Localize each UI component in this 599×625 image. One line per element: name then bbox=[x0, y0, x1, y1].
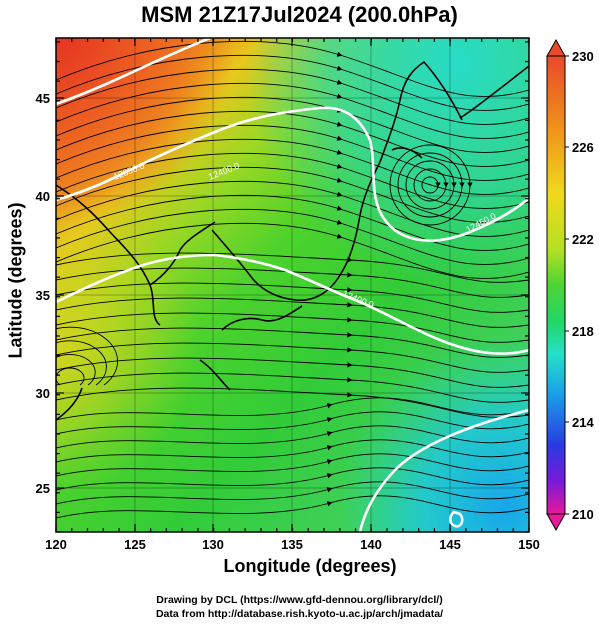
x-tick-label: 130 bbox=[202, 537, 224, 552]
streamline bbox=[56, 68, 529, 125]
colorbar-tick-label: 214 bbox=[572, 415, 594, 430]
streamline bbox=[56, 397, 529, 421]
colorbar-tick-label: 210 bbox=[572, 507, 594, 522]
streamline bbox=[56, 411, 529, 435]
y-tick-labels: 25 30 35 40 45 bbox=[36, 91, 50, 496]
x-tick-label: 120 bbox=[45, 537, 67, 552]
axis-ticks bbox=[55, 38, 530, 533]
streamline bbox=[56, 340, 107, 386]
streamline bbox=[56, 54, 529, 111]
streamline bbox=[56, 252, 529, 283]
streamline bbox=[56, 82, 529, 139]
contour-lines bbox=[56, 38, 529, 532]
x-tick-label: 135 bbox=[281, 537, 303, 552]
streamline bbox=[56, 357, 529, 388]
y-tick-label: 25 bbox=[36, 481, 50, 496]
streamline bbox=[56, 297, 529, 328]
streamline bbox=[56, 138, 529, 195]
streamline bbox=[56, 194, 529, 251]
streamline bbox=[56, 467, 529, 491]
streamline bbox=[56, 222, 529, 279]
y-axis-label: Latitude (degrees) bbox=[5, 202, 26, 359]
colorbar-tick-label: 230 bbox=[572, 49, 594, 64]
streamline bbox=[56, 312, 529, 343]
streamline bbox=[56, 342, 529, 373]
streamline bbox=[56, 124, 529, 181]
streamline bbox=[56, 439, 529, 463]
map-title: MSM 21Z17Jul2024 (200.0hPa) bbox=[141, 2, 458, 27]
streamline bbox=[413, 168, 449, 202]
x-tick-label: 150 bbox=[518, 537, 540, 552]
streamline bbox=[397, 152, 465, 218]
credits: Drawing by DCL (https://www.gfd-dennou.o… bbox=[0, 593, 599, 621]
streamline bbox=[56, 326, 118, 386]
streamline bbox=[56, 354, 96, 386]
streamline bbox=[56, 208, 529, 265]
y-tick-label: 35 bbox=[36, 288, 50, 303]
streamline bbox=[56, 453, 529, 477]
streamline bbox=[56, 372, 529, 403]
streamline bbox=[421, 176, 441, 194]
credit-drawing: Drawing by DCL (https://www.gfd-dennou.o… bbox=[156, 594, 443, 606]
streamline bbox=[56, 166, 529, 223]
x-tick-label: 125 bbox=[124, 537, 146, 552]
y-tick-label: 45 bbox=[36, 91, 50, 106]
x-tick-label: 140 bbox=[360, 537, 382, 552]
y-tick-label: 30 bbox=[36, 386, 50, 401]
x-tick-labels: 120 125 130 135 140 145 150 bbox=[45, 537, 540, 552]
streamline bbox=[389, 144, 473, 226]
streamline bbox=[56, 495, 529, 519]
streamline bbox=[56, 282, 529, 313]
colorbar-tick-label: 222 bbox=[572, 232, 594, 247]
streamline bbox=[56, 387, 529, 418]
streamline bbox=[56, 327, 529, 358]
credit-data: Data from http://database.rish.kyoto-u.a… bbox=[155, 608, 444, 620]
streamline bbox=[405, 160, 457, 210]
y-tick-label: 40 bbox=[36, 189, 50, 204]
coastlines bbox=[56, 60, 529, 421]
streamline bbox=[56, 40, 529, 97]
x-tick-label: 145 bbox=[439, 537, 461, 552]
plot-area: 12350.0 12400.0 12450.0 12400.0 bbox=[56, 38, 529, 532]
grid bbox=[56, 38, 529, 532]
colorbar: 230 226 222 218 214 210 bbox=[546, 38, 594, 532]
colorbar-tick-label: 218 bbox=[572, 324, 594, 339]
streamline bbox=[56, 425, 529, 449]
colorbar-tick-label: 226 bbox=[572, 140, 594, 155]
x-axis-label: Longitude (degrees) bbox=[223, 556, 397, 576]
streamline bbox=[56, 481, 529, 505]
